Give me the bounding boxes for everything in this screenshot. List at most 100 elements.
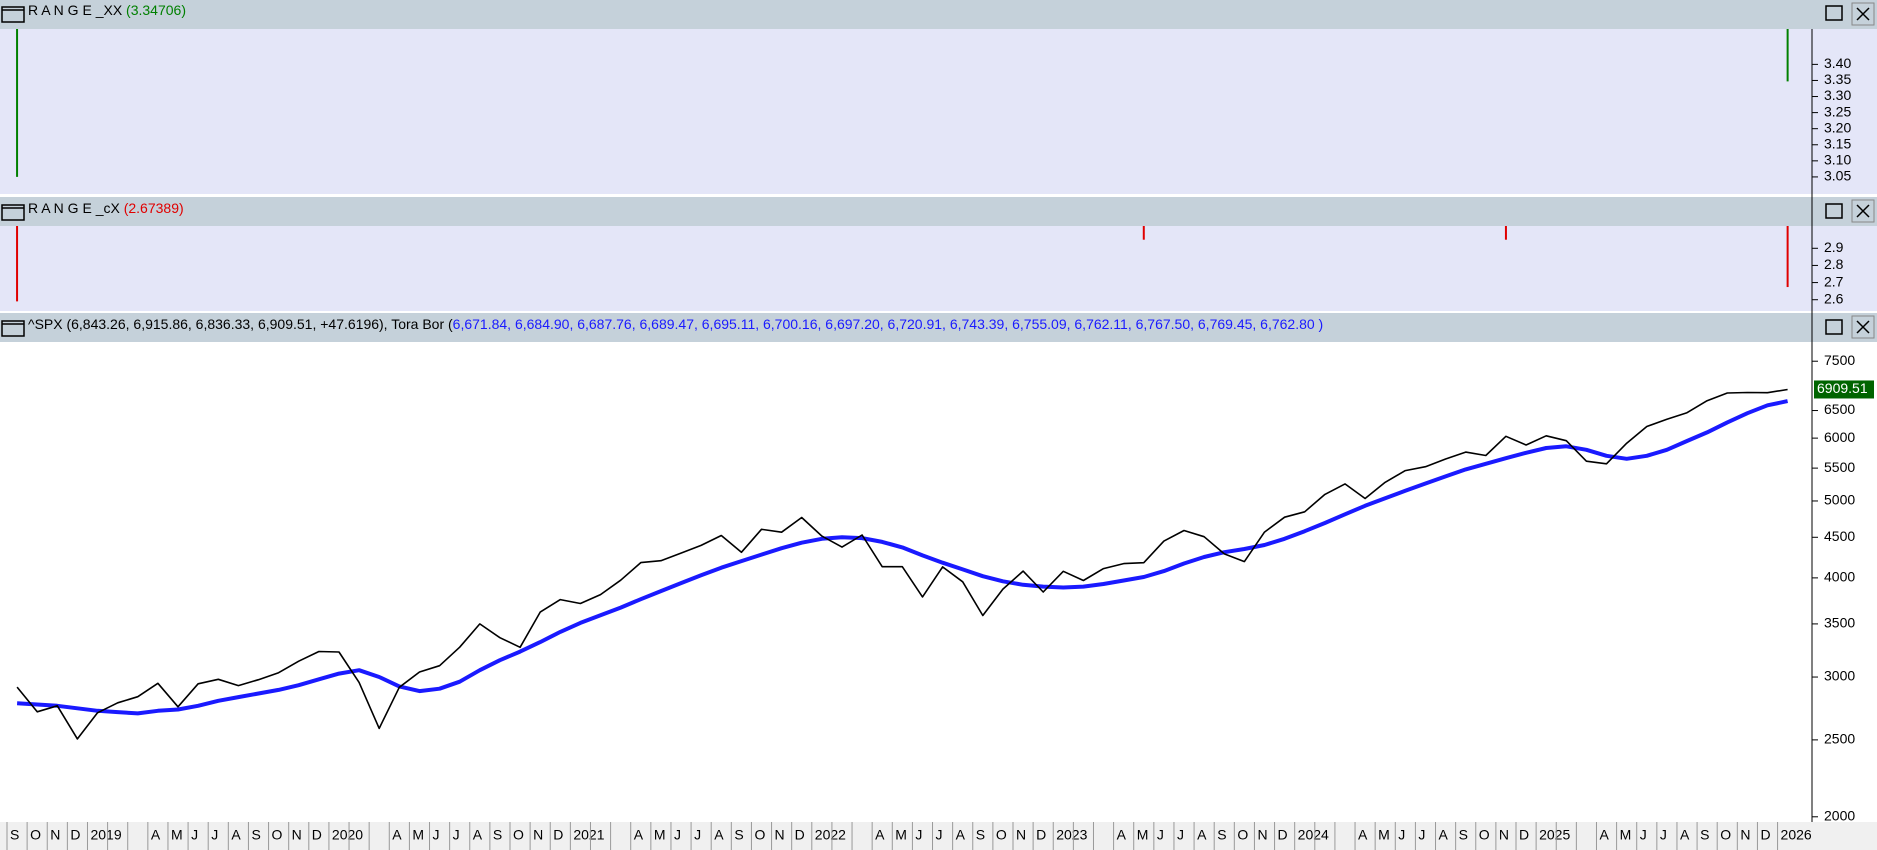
pane-background (0, 226, 1877, 311)
pane-header (0, 0, 1877, 29)
x-tick-label: 2026 (1781, 827, 1812, 843)
value: (3.34706) (126, 2, 186, 18)
y-tick-label: 3.05 (1824, 168, 1851, 184)
x-tick-label: A (392, 827, 402, 843)
y-tick-label: 4500 (1824, 528, 1855, 544)
x-tick-label: O (1479, 827, 1490, 843)
x-tick-label: O (272, 827, 283, 843)
title: R A N G E _cX (28, 200, 120, 216)
pane-title: R A N G E _cX (2.67389) (28, 200, 184, 216)
x-axis-strip (0, 822, 1877, 850)
pane-title: ^SPX (6,843.26, 6,915.86, 6,836.33, 6,90… (28, 316, 1323, 332)
y-tick-label: 7500 (1824, 352, 1855, 368)
x-tick-label: A (1439, 827, 1449, 843)
x-tick-label: M (1137, 827, 1149, 843)
y-tick-label: 4000 (1824, 569, 1855, 585)
x-tick-label: N (1499, 827, 1509, 843)
pane-buttons[interactable] (1825, 2, 1875, 26)
x-tick-label: O (1720, 827, 1731, 843)
x-tick-label: N (50, 827, 60, 843)
close-button[interactable] (1851, 315, 1875, 339)
x-tick-label: O (30, 827, 41, 843)
price-box (1814, 380, 1874, 399)
y-tick-label: 3.20 (1824, 119, 1851, 135)
x-tick-label: D (1278, 827, 1288, 843)
x-tick-label: 2025 (1539, 827, 1570, 843)
pane-buttons[interactable] (1825, 315, 1875, 339)
close-button[interactable] (1851, 199, 1875, 223)
x-tick-label: N (533, 827, 543, 843)
y-tick-label: 3500 (1824, 615, 1855, 631)
x-tick-label: D (1760, 827, 1770, 843)
x-tick-label: O (1237, 827, 1248, 843)
pane-buttons[interactable] (1825, 199, 1875, 223)
close-icon (1856, 320, 1870, 334)
pane-title: R A N G E _XX (3.34706) (28, 2, 186, 18)
y-tick-label: 5000 (1824, 492, 1855, 508)
x-tick-label: N (1257, 827, 1267, 843)
x-tick-label: 2023 (1056, 827, 1087, 843)
x-tick-label: J (1398, 827, 1405, 843)
x-tick-label: O (754, 827, 765, 843)
pane-header (0, 197, 1877, 226)
x-tick-label: O (996, 827, 1007, 843)
maximize-button[interactable] (1825, 5, 1843, 21)
x-tick-label: J (433, 827, 440, 843)
x-tick-label: M (171, 827, 183, 843)
x-tick-label: D (70, 827, 80, 843)
x-tick-label: A (151, 827, 161, 843)
series-line (16, 399, 1789, 716)
x-tick-label: 2022 (815, 827, 846, 843)
y-tick-label: 6500 (1824, 401, 1855, 417)
x-tick-label: D (312, 827, 322, 843)
y-tick-label: 3.25 (1824, 103, 1851, 119)
window-icon (1, 204, 25, 221)
price-label: 6909.51 (1817, 380, 1868, 396)
maximize-button[interactable] (1825, 203, 1843, 219)
x-tick-label: S (1459, 827, 1468, 843)
x-tick-label: A (1599, 827, 1609, 843)
window-icon (1, 320, 25, 337)
x-tick-label: J (1640, 827, 1647, 843)
x-tick-label: A (473, 827, 483, 843)
x-tick-label: S (10, 827, 19, 843)
x-tick-label: J (674, 827, 681, 843)
x-tick-label: J (1177, 827, 1184, 843)
maximize-button[interactable] (1825, 319, 1843, 335)
close-button[interactable] (1851, 2, 1875, 26)
x-tick-label: J (1418, 827, 1425, 843)
x-tick-label: S (493, 827, 502, 843)
x-tick-label: M (895, 827, 907, 843)
close-icon (1856, 7, 1870, 21)
x-tick-label: N (292, 827, 302, 843)
y-tick-label: 2.9 (1824, 239, 1844, 255)
x-tick-label: A (714, 827, 724, 843)
x-tick-label: S (251, 827, 260, 843)
x-tick-label: A (1358, 827, 1368, 843)
y-tick-label: 3.35 (1824, 71, 1851, 87)
y-tick-label: 2.7 (1824, 273, 1844, 289)
x-tick-label: O (513, 827, 524, 843)
series-line (16, 388, 1788, 740)
x-tick-label: 2019 (90, 827, 121, 843)
x-tick-label: D (1519, 827, 1529, 843)
y-tick-label: 3.30 (1824, 87, 1851, 103)
x-tick-label: M (1378, 827, 1390, 843)
x-tick-label: N (1016, 827, 1026, 843)
x-tick-label: J (211, 827, 218, 843)
y-tick-label: 3.40 (1824, 55, 1851, 71)
x-tick-label: J (915, 827, 922, 843)
x-tick-label: M (654, 827, 666, 843)
y-tick-label: 3.15 (1824, 135, 1851, 151)
y-tick-label: 3000 (1824, 668, 1855, 684)
x-tick-label: N (775, 827, 785, 843)
x-tick-label: J (936, 827, 943, 843)
pane-background (0, 342, 1877, 822)
title: ^SPX (6,843.26, 6,915.86, 6,836.33, 6,90… (28, 316, 453, 332)
x-tick-label: S (1217, 827, 1226, 843)
y-tick-label: 5500 (1824, 459, 1855, 475)
x-tick-label: A (231, 827, 241, 843)
x-tick-label: J (1157, 827, 1164, 843)
